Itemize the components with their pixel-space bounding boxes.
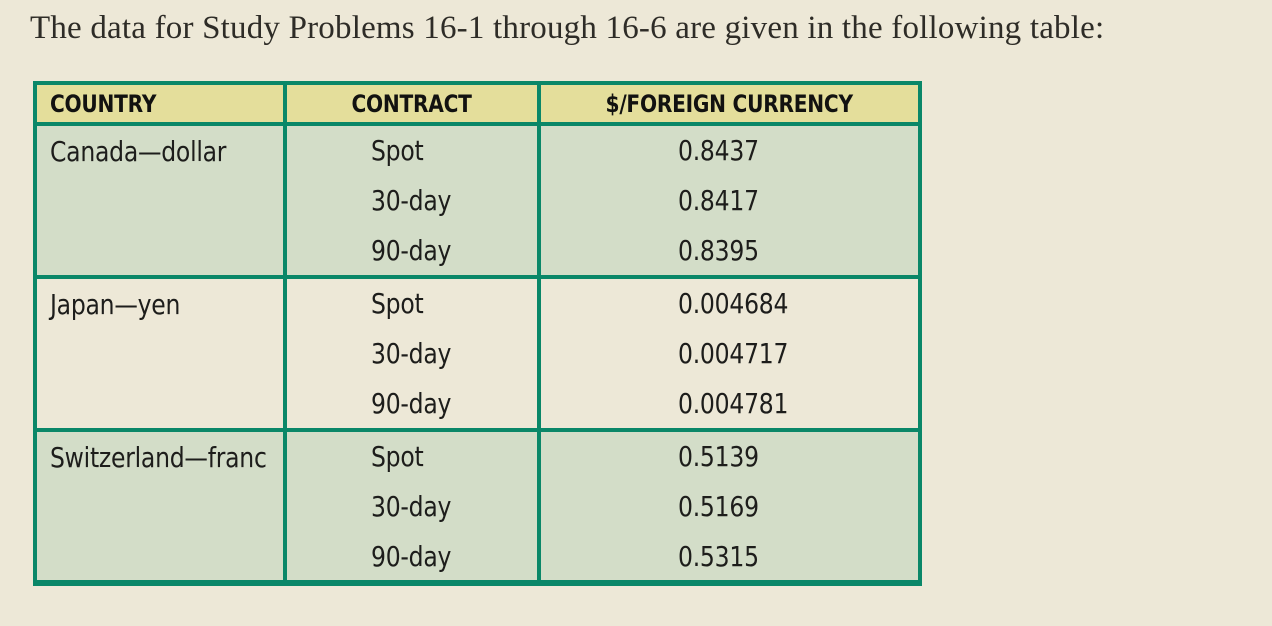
rate-cell: 0.5169 bbox=[537, 481, 922, 532]
country-group-japan: Japan—yen Spot 0.004684 30-day 0.004717 … bbox=[33, 277, 922, 430]
table-row: 90-day 0.004781 bbox=[35, 379, 922, 430]
country-group-canada: Canada—dollar Spot 0.8437 30-day 0.8417 … bbox=[33, 124, 922, 277]
contract-cell: Spot bbox=[283, 430, 541, 481]
country-label: Canada—dollar bbox=[50, 135, 227, 168]
contract-label: 30-day bbox=[371, 337, 452, 370]
table-row: 90-day 0.5315 bbox=[35, 532, 922, 583]
contract-cell: 90-day bbox=[283, 226, 541, 277]
rate-cell: 0.004717 bbox=[537, 328, 922, 379]
rate-value: 0.004781 bbox=[678, 387, 789, 420]
rate-value: 0.004684 bbox=[678, 287, 789, 320]
table-row: 30-day 0.004717 bbox=[35, 328, 922, 379]
contract-label: 90-day bbox=[371, 234, 452, 267]
contract-cell: 30-day bbox=[283, 328, 541, 379]
contract-label: Spot bbox=[371, 134, 424, 167]
exchange-rate-table: COUNTRY CONTRACT $/FOREIGN CURRENCY Cana… bbox=[33, 81, 922, 586]
contract-cell: 30-day bbox=[283, 481, 541, 532]
header-row: COUNTRY CONTRACT $/FOREIGN CURRENCY bbox=[33, 81, 922, 126]
contract-label: Spot bbox=[371, 287, 424, 320]
contract-cell: 30-day bbox=[283, 175, 541, 226]
contract-cell: 90-day bbox=[283, 532, 541, 583]
table-row: 30-day 0.5169 bbox=[35, 481, 922, 532]
country-group-switzerland: Switzerland—franc Spot 0.5139 30-day 0.5… bbox=[33, 430, 922, 583]
country-cell: Japan—yen bbox=[33, 277, 287, 430]
column-header-country-label: COUNTRY bbox=[50, 89, 157, 118]
table-row: Canada—dollar Spot 0.8437 bbox=[33, 124, 922, 277]
contract-cell: Spot bbox=[283, 277, 541, 328]
rate-cell: 0.8437 bbox=[537, 124, 922, 175]
table-row: Japan—yen Spot 0.004684 bbox=[33, 277, 922, 430]
rate-value: 0.004717 bbox=[678, 337, 789, 370]
rate-cell: 0.8395 bbox=[537, 226, 922, 277]
rate-value: 0.5169 bbox=[678, 490, 759, 523]
column-header-contract-label: CONTRACT bbox=[351, 89, 473, 118]
contract-label: Spot bbox=[371, 440, 424, 473]
contract-label: 30-day bbox=[371, 490, 452, 523]
country-cell: Switzerland—franc bbox=[33, 430, 287, 583]
rate-value: 0.8417 bbox=[678, 184, 759, 217]
rate-cell: 0.5315 bbox=[537, 532, 922, 583]
rate-value: 0.5139 bbox=[678, 440, 759, 473]
table-row: Switzerland—franc Spot 0.5139 bbox=[33, 430, 922, 583]
table-row: 90-day 0.8395 bbox=[35, 226, 922, 277]
table-row: 30-day 0.8417 bbox=[35, 175, 922, 226]
column-header-rate: $/FOREIGN CURRENCY bbox=[537, 81, 922, 126]
rate-cell: 0.5139 bbox=[537, 430, 922, 481]
table-header: COUNTRY CONTRACT $/FOREIGN CURRENCY bbox=[33, 81, 922, 126]
rate-value: 0.8437 bbox=[678, 134, 759, 167]
rate-cell: 0.004781 bbox=[537, 379, 922, 430]
country-cell: Canada—dollar bbox=[33, 124, 287, 277]
rate-cell: 0.8417 bbox=[537, 175, 922, 226]
country-label: Japan—yen bbox=[50, 288, 181, 321]
contract-cell: Spot bbox=[283, 124, 541, 175]
intro-text: The data for Study Problems 16-1 through… bbox=[30, 10, 1105, 46]
column-header-contract: CONTRACT bbox=[283, 81, 541, 126]
country-label: Switzerland—franc bbox=[50, 441, 267, 474]
contract-label: 90-day bbox=[371, 387, 452, 420]
contract-label: 30-day bbox=[371, 184, 452, 217]
contract-label: 90-day bbox=[371, 539, 452, 573]
column-header-country: COUNTRY bbox=[33, 81, 287, 126]
rate-value: 0.8395 bbox=[678, 234, 759, 267]
rate-value: 0.5315 bbox=[678, 539, 759, 573]
contract-cell: 90-day bbox=[283, 379, 541, 430]
rate-cell: 0.004684 bbox=[537, 277, 922, 328]
column-header-rate-label: $/FOREIGN CURRENCY bbox=[605, 89, 854, 118]
